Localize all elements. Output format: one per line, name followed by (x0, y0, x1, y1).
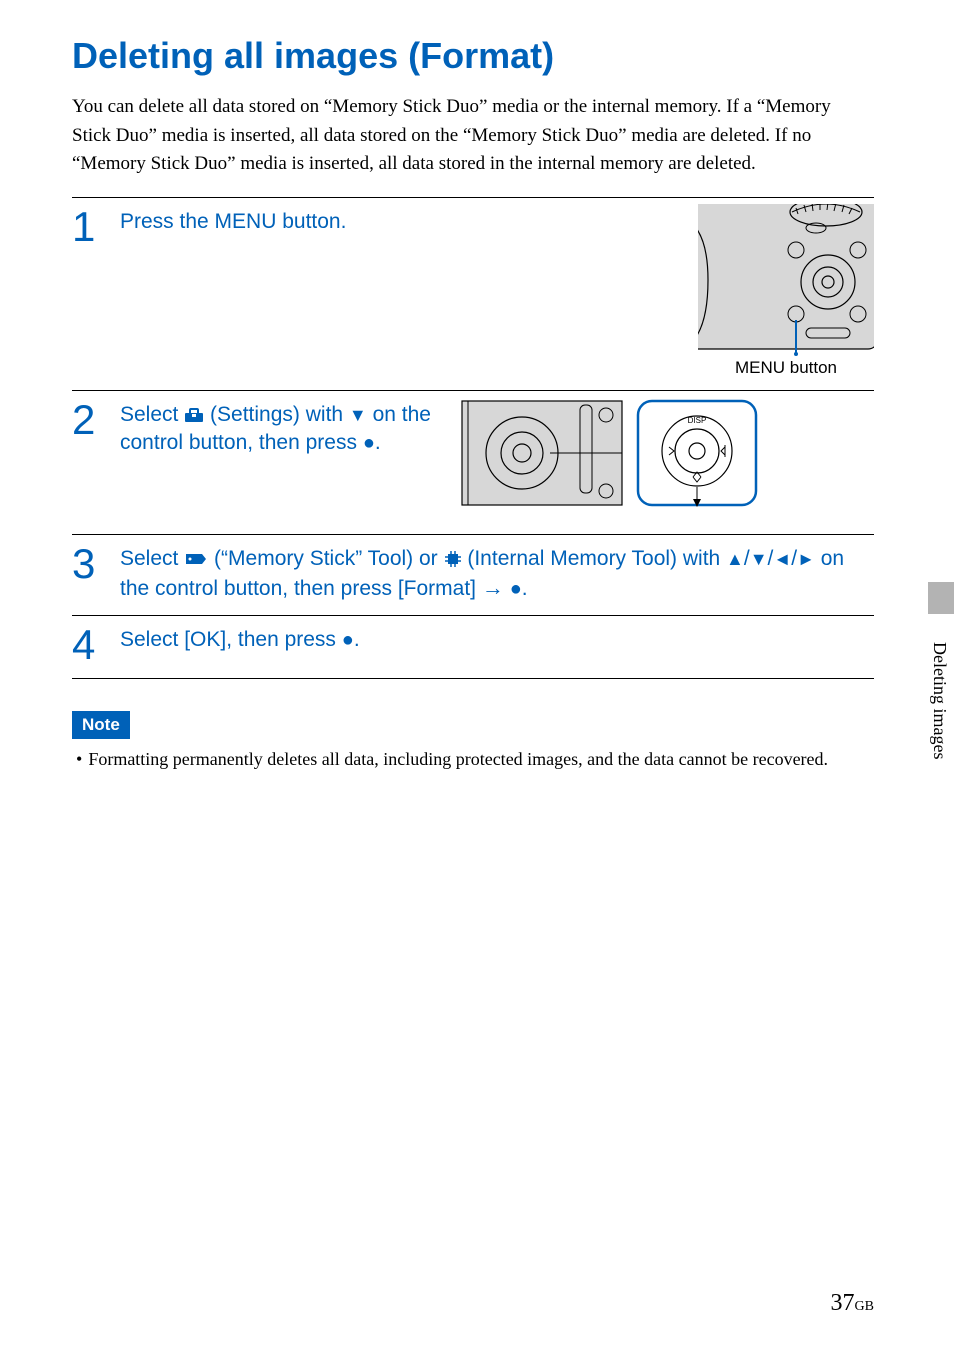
side-tab: Deleting images (928, 582, 954, 822)
step-row: 4 Select [OK], then press ●. (72, 616, 874, 679)
note-list: • Formatting permanently deletes all dat… (72, 747, 874, 771)
control-wheel-illustration: DISP (460, 397, 760, 522)
note-text: Formatting permanently deletes all data,… (88, 747, 828, 771)
page-title: Deleting all images (Format) (72, 35, 874, 77)
page-number: 37GB (831, 1290, 874, 1317)
step-row: 3 Select (“Memory Stick” Tool) or (Inter… (72, 535, 874, 617)
step-text: Select (Settings) with ▼ on the control … (120, 397, 440, 458)
control-wheel-icon: DISP (460, 397, 760, 517)
bullet-icon: • (76, 747, 82, 771)
camera-corner-icon (698, 204, 874, 356)
step-text: Press the MENU button. (120, 204, 678, 236)
illustration-label: MENU button (735, 358, 837, 378)
page-number-value: 37 (831, 1290, 855, 1316)
step-number: 2 (72, 397, 120, 441)
step-number: 1 (72, 204, 120, 248)
page-number-suffix: GB (855, 1299, 874, 1314)
note-badge: Note (72, 711, 130, 739)
step-row: 2 Select (Settings) with ▼ on the contro… (72, 391, 874, 535)
svg-text:DISP: DISP (688, 416, 707, 425)
step-number: 3 (72, 541, 120, 585)
camera-corner-illustration: MENU button (698, 204, 874, 378)
step-text: Select [OK], then press ●. (120, 622, 874, 654)
step-number: 4 (72, 622, 120, 666)
note-section: Note • Formatting permanently deletes al… (72, 711, 874, 771)
step-text: Select (“Memory Stick” Tool) or (Interna… (120, 541, 874, 604)
note-item: • Formatting permanently deletes all dat… (76, 747, 874, 771)
page-container: Deleting all images (Format) You can del… (0, 0, 954, 1357)
side-tab-text: Deleting images (929, 642, 950, 759)
intro-text: You can delete all data stored on “Memor… (72, 93, 874, 179)
steps-container: 1 Press the MENU button. (72, 197, 874, 680)
step-row: 1 Press the MENU button. (72, 198, 874, 391)
